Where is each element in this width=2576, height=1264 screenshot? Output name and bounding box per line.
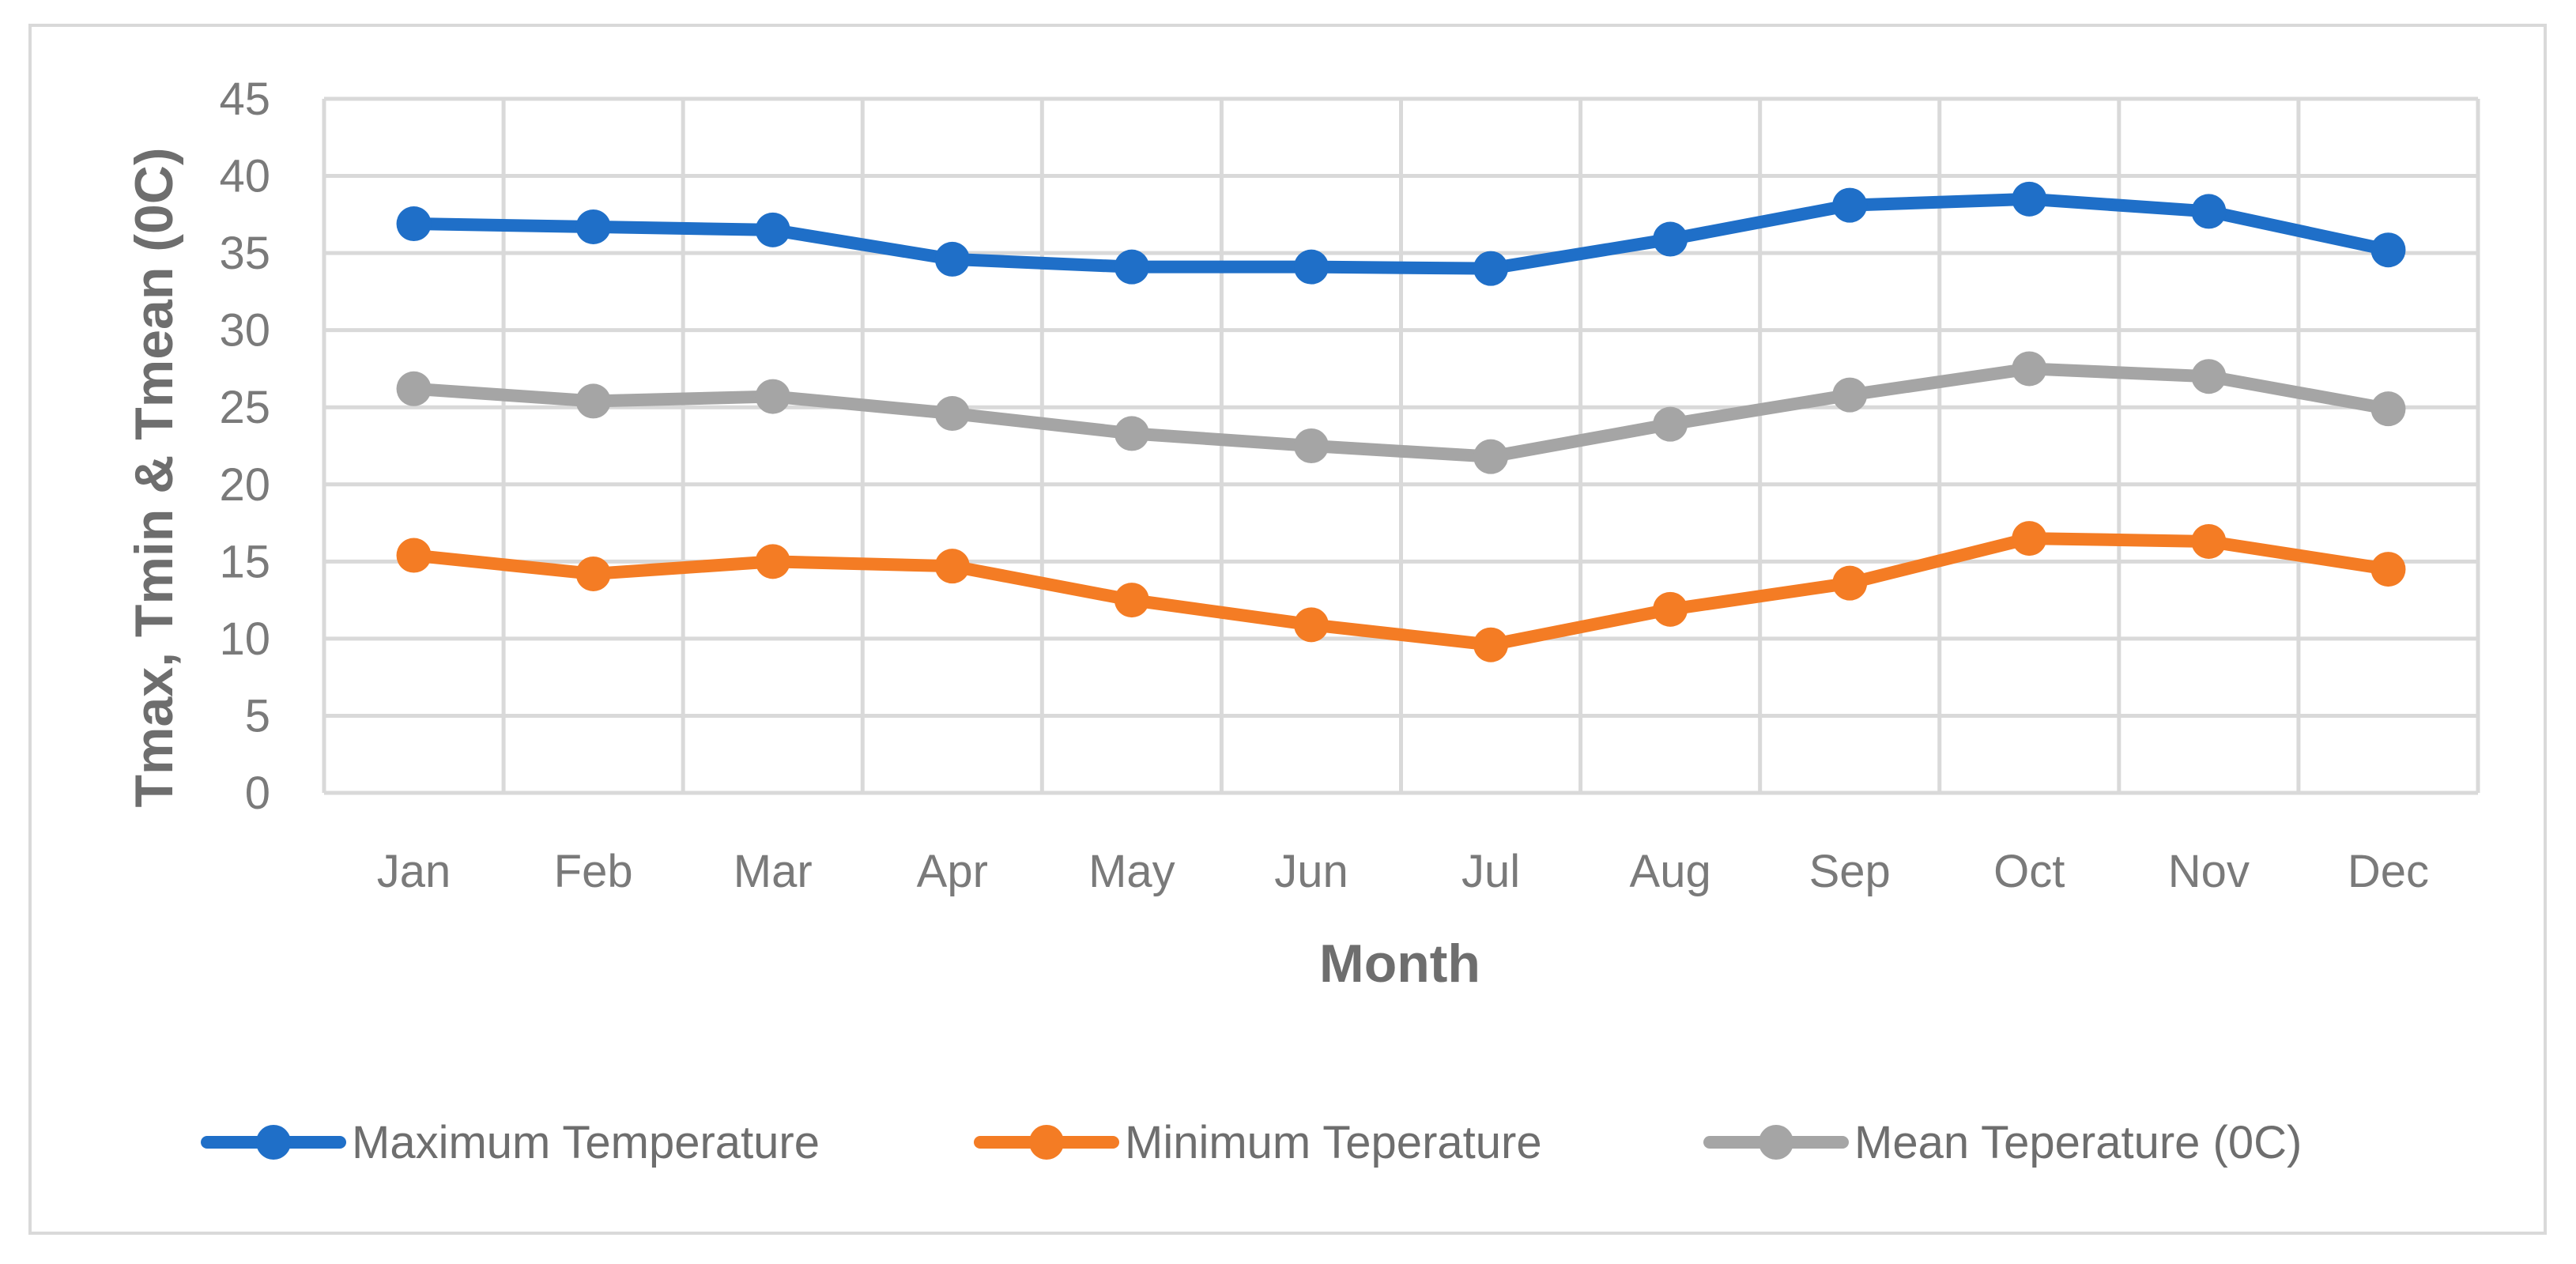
series-1-point-may bbox=[1114, 249, 1149, 285]
series-2-point-aug bbox=[1653, 591, 1688, 627]
series-2-point-oct bbox=[2012, 521, 2047, 557]
x-tick-label-nov: Nov bbox=[2168, 846, 2250, 897]
x-tick-label-feb: Feb bbox=[554, 846, 633, 897]
series-1-point-dec bbox=[2370, 232, 2406, 268]
legend-label: Minimum Teperature bbox=[1125, 1117, 1542, 1168]
series-2-point-jun bbox=[1293, 607, 1329, 643]
series-1-point-apr bbox=[934, 241, 970, 277]
x-tick-label-apr: Apr bbox=[917, 846, 988, 897]
y-tick-label: 10 bbox=[219, 613, 270, 665]
series-lines bbox=[407, 192, 2395, 651]
series-3-point-oct bbox=[2012, 351, 2047, 387]
x-tick-label-dec: Dec bbox=[2348, 846, 2429, 897]
x-tick-label-may: May bbox=[1088, 846, 1175, 897]
series-2-point-jan bbox=[396, 538, 432, 573]
gridlines bbox=[322, 96, 2480, 795]
series-2-point-feb bbox=[575, 556, 611, 591]
y-tick-label: 40 bbox=[219, 151, 270, 202]
series-markers bbox=[396, 181, 2406, 662]
x-tick-label-aug: Aug bbox=[1630, 846, 1711, 897]
series-3-point-apr bbox=[934, 396, 970, 432]
y-tick-label: 35 bbox=[219, 228, 270, 279]
series-line-1 bbox=[407, 192, 2395, 275]
legend-label: Maximum Temperature bbox=[352, 1117, 820, 1168]
series-3-point-mar bbox=[755, 379, 790, 414]
legend-item-1: Maximum Temperature bbox=[201, 1117, 820, 1168]
y-tick-label: 5 bbox=[245, 690, 270, 741]
series-2-point-may bbox=[1114, 583, 1149, 618]
series-3-point-dec bbox=[2370, 391, 2406, 427]
y-tick-label: 30 bbox=[219, 305, 270, 357]
x-axis-title: Month bbox=[1319, 934, 1480, 994]
x-tick-label-jul: Jul bbox=[1461, 846, 1520, 897]
series-1-point-aug bbox=[1653, 221, 1688, 257]
series-1-point-mar bbox=[755, 212, 790, 247]
series-2-point-nov bbox=[2191, 523, 2227, 559]
y-axis-title: Tmax, Tmin & Tmean (0C) bbox=[124, 147, 184, 807]
y-tick-label: 0 bbox=[245, 768, 270, 819]
series-3-point-jan bbox=[396, 371, 432, 406]
x-tick-label-sep: Sep bbox=[1809, 846, 1891, 897]
y-tick-label: 25 bbox=[219, 382, 270, 433]
y-tick-label: 20 bbox=[219, 459, 270, 511]
legend-swatch-marker bbox=[1759, 1125, 1793, 1160]
x-tick-label-mar: Mar bbox=[734, 846, 813, 897]
series-line-2 bbox=[407, 532, 2395, 651]
series-3-point-jun bbox=[1293, 428, 1329, 463]
series-2-point-apr bbox=[934, 549, 970, 584]
legend-swatch-marker bbox=[256, 1125, 291, 1160]
series-3-point-aug bbox=[1653, 406, 1688, 442]
series-2-point-dec bbox=[2370, 552, 2406, 587]
series-3-point-may bbox=[1114, 416, 1149, 451]
legend: Maximum Temperature Minimum Teperature Mea… bbox=[201, 1117, 2302, 1168]
series-3-point-sep bbox=[1832, 377, 1868, 413]
y-axis-ticks: 0 5 10 15 20 25 30 35 40 45 bbox=[219, 74, 270, 819]
series-1-point-jun bbox=[1293, 249, 1329, 285]
x-tick-label-oct: Oct bbox=[1993, 846, 2065, 897]
legend-item-2: Minimum Teperature bbox=[974, 1117, 1542, 1168]
legend-label: Mean Teperature (0C) bbox=[1854, 1117, 2302, 1168]
series-3-point-feb bbox=[575, 383, 611, 419]
series-1-point-jul bbox=[1473, 251, 1509, 286]
series-1-point-nov bbox=[2191, 194, 2227, 229]
x-tick-label-jan: Jan bbox=[377, 846, 451, 897]
series-2-point-mar bbox=[755, 544, 790, 579]
series-1-point-oct bbox=[2012, 181, 2047, 217]
y-tick-label: 45 bbox=[219, 74, 270, 125]
series-2-point-sep bbox=[1832, 565, 1868, 601]
series-3-point-nov bbox=[2191, 359, 2227, 394]
series-line-3 bbox=[407, 362, 2395, 463]
legend-item-3: Mean Teperature (0C) bbox=[1703, 1117, 2302, 1168]
x-tick-label-jun: Jun bbox=[1274, 846, 1348, 897]
series-1-point-jan bbox=[396, 206, 432, 242]
series-1-point-sep bbox=[1832, 187, 1868, 223]
series-2-point-jul bbox=[1473, 627, 1509, 662]
y-tick-label: 15 bbox=[219, 536, 270, 587]
legend-swatch-marker bbox=[1029, 1125, 1064, 1160]
series-1-point-feb bbox=[575, 209, 611, 244]
x-axis-ticks: Jan Feb Mar Apr May Jun Jul Aug Sep Oct Nov Dec bbox=[377, 846, 2429, 897]
series-3-point-jul bbox=[1473, 439, 1509, 474]
